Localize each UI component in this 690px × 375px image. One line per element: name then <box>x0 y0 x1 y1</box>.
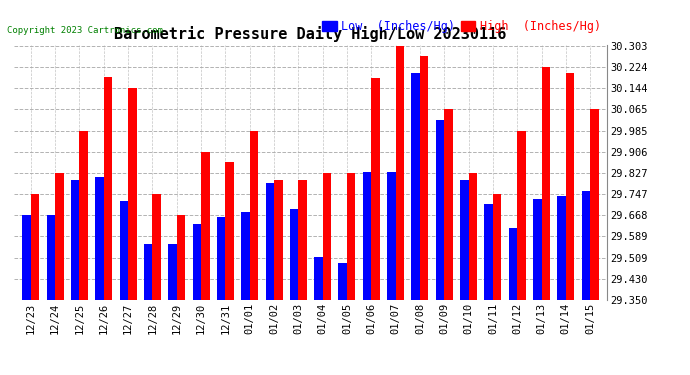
Bar <box>558 196 566 300</box>
Bar <box>226 162 234 300</box>
Bar <box>47 215 55 300</box>
Bar <box>469 173 477 300</box>
Bar <box>266 183 274 300</box>
Bar <box>339 262 347 300</box>
Bar <box>22 215 31 300</box>
Bar <box>590 109 599 300</box>
Bar <box>177 215 185 300</box>
Bar <box>144 244 152 300</box>
Bar <box>298 180 307 300</box>
Bar <box>411 73 420 300</box>
Bar <box>436 120 444 300</box>
Bar <box>95 177 104 300</box>
Bar <box>250 130 258 300</box>
Bar <box>363 172 371 300</box>
Bar <box>128 88 137 300</box>
Bar <box>582 190 590 300</box>
Bar <box>395 46 404 300</box>
Bar <box>371 78 380 300</box>
Bar <box>168 244 177 300</box>
Bar <box>31 194 39 300</box>
Bar <box>274 180 282 300</box>
Bar <box>71 180 79 300</box>
Legend: Low  (Inches/Hg), High  (Inches/Hg): Low (Inches/Hg), High (Inches/Hg) <box>322 20 601 33</box>
Text: Copyright 2023 Cartronics.com: Copyright 2023 Cartronics.com <box>7 26 163 35</box>
Bar <box>347 173 355 300</box>
Bar <box>104 77 112 300</box>
Bar <box>566 73 574 300</box>
Bar <box>193 224 201 300</box>
Bar <box>55 173 63 300</box>
Bar <box>290 209 298 300</box>
Bar <box>509 228 518 300</box>
Bar <box>493 194 502 300</box>
Bar <box>518 130 526 300</box>
Bar <box>241 212 250 300</box>
Bar <box>119 201 128 300</box>
Bar <box>323 173 331 300</box>
Bar <box>460 180 469 300</box>
Title: Barometric Pressure Daily High/Low 20230116: Barometric Pressure Daily High/Low 20230… <box>115 27 506 42</box>
Bar <box>387 172 395 300</box>
Bar <box>217 217 226 300</box>
Bar <box>201 152 210 300</box>
Bar <box>533 199 542 300</box>
Bar <box>444 109 453 300</box>
Bar <box>79 130 88 300</box>
Bar <box>314 257 323 300</box>
Bar <box>542 67 550 300</box>
Bar <box>484 204 493 300</box>
Bar <box>420 56 428 300</box>
Bar <box>152 194 161 300</box>
